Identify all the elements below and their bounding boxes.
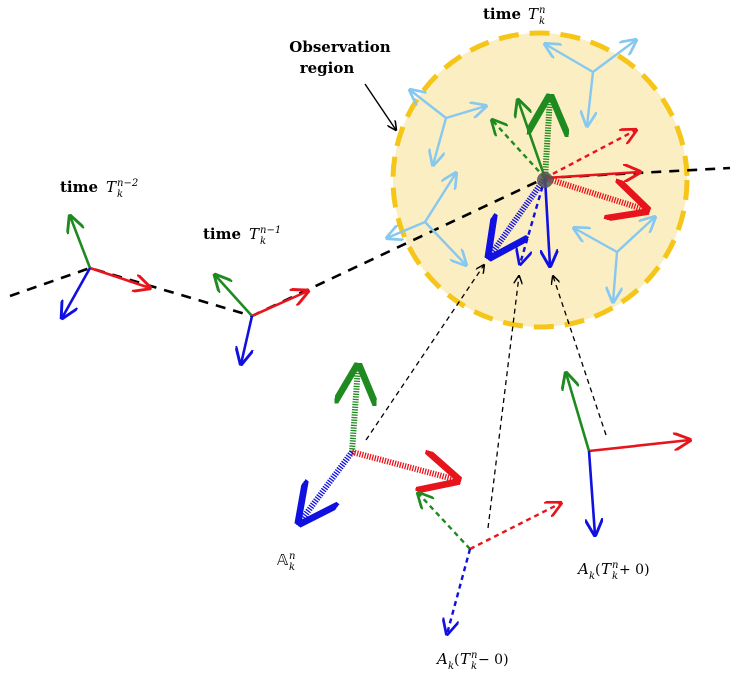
current-position-marker (537, 172, 553, 188)
superscript: n (539, 5, 545, 16)
time-word: time (483, 5, 521, 23)
offset-text: − 0) (478, 652, 509, 668)
label-time-n: time T n k (483, 5, 545, 27)
frame-t-n (490, 98, 646, 266)
subscript: k (612, 571, 618, 582)
A-symbol: A (435, 650, 448, 668)
neighbor-frame (387, 173, 466, 265)
subscript: k (117, 189, 123, 200)
label-frame-before: A k ( T n k − 0) (435, 650, 509, 672)
label-frame-after: A k ( T n k + 0) (576, 560, 650, 582)
subscript: k (589, 571, 595, 582)
frame-averaged (300, 367, 457, 522)
subscript: k (448, 661, 454, 672)
T-symbol: T (249, 225, 260, 243)
neighbor-frame (545, 40, 636, 126)
T-symbol: T (528, 5, 539, 23)
superscript: n (612, 560, 618, 571)
subscript: k (289, 562, 295, 573)
T-symbol: T (601, 560, 612, 578)
label-time-n-minus-2: time T n−2 k (60, 178, 138, 200)
subscript: k (260, 236, 266, 247)
subscript: k (539, 16, 545, 27)
label-time-n-minus-1: time T n−1 k (203, 225, 281, 247)
open-paren: ( (595, 562, 600, 578)
open-paren: ( (454, 652, 459, 668)
time-word: time (60, 178, 98, 196)
superscript: n (471, 650, 477, 661)
frame-t-n-minus-1 (215, 275, 308, 364)
A-symbol: 𝔸 (277, 551, 288, 569)
A-symbol: A (576, 560, 589, 578)
frame-after (566, 373, 690, 535)
observation-pointer (364, 83, 396, 130)
neighbor-frames (387, 40, 655, 302)
time-word: time (203, 225, 241, 243)
label-averaged-frame: 𝔸 n k (277, 551, 295, 573)
observation-label-line1: Observation (289, 38, 391, 56)
label-observation-region: Observation region (289, 38, 391, 77)
frame-before (418, 493, 561, 634)
T-symbol: T (460, 650, 471, 668)
frame-t-n-minus-2 (62, 216, 150, 318)
mapping-arrows (365, 265, 607, 529)
neighbor-frame (574, 217, 655, 302)
observation-label-line2: region (300, 59, 355, 77)
superscript: n−1 (260, 225, 281, 236)
superscript: n (289, 551, 295, 562)
subscript: k (471, 661, 477, 672)
offset-text: + 0) (619, 562, 650, 578)
neighbor-frame (410, 90, 486, 165)
T-symbol: T (106, 178, 117, 196)
superscript: n−2 (117, 178, 138, 189)
